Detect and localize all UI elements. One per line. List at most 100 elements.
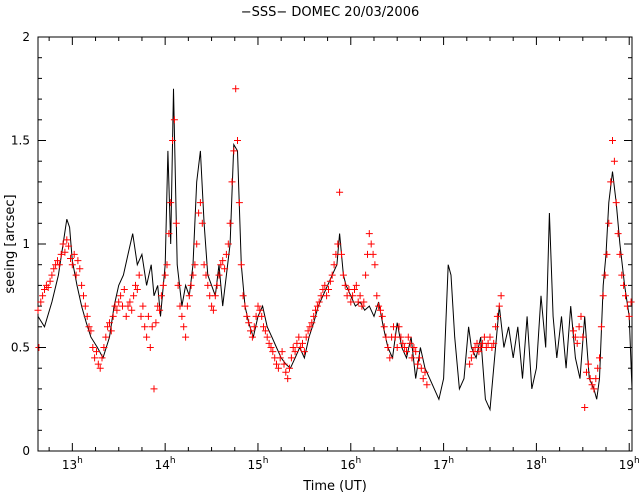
seeing-point (85, 323, 93, 331)
seeing-point (248, 333, 256, 341)
seeing-point (139, 302, 147, 310)
seeing-point (278, 348, 286, 356)
seeing-point (219, 257, 227, 265)
seeing-point (55, 261, 63, 269)
seeing-point (187, 281, 195, 289)
seeing-point (341, 281, 349, 289)
seeing-point (241, 302, 249, 310)
seeing-point (497, 292, 505, 300)
seeing-point (163, 261, 171, 269)
seeing-point (373, 292, 381, 300)
seeing-point (365, 230, 373, 238)
seeing-point (41, 286, 48, 293)
seeing-point (245, 319, 253, 327)
seeing-point (202, 271, 210, 279)
seeing-point (488, 344, 496, 351)
seeing-line (37, 88, 633, 412)
x-tick-label-base: 16 (340, 458, 355, 472)
seeing-point (81, 302, 89, 310)
seeing-point (265, 339, 273, 347)
seeing-point (215, 271, 223, 279)
seeing-point (198, 219, 206, 227)
seeing-point (289, 344, 297, 351)
seeing-point (577, 312, 585, 320)
seeing-point (276, 354, 284, 362)
seeing-point (141, 323, 149, 331)
seeing-point (495, 302, 503, 310)
seeing-point (620, 281, 628, 289)
seeing-point (107, 327, 115, 335)
seeing-point (386, 354, 394, 362)
seeing-point (193, 240, 201, 248)
seeing-point (291, 348, 299, 356)
seeing-point (609, 137, 616, 144)
seeing-point (111, 302, 119, 310)
seeing-point (260, 323, 267, 331)
seeing-point (408, 354, 416, 362)
seeing-point (209, 306, 217, 314)
seeing-point (330, 261, 338, 269)
seeing-point (584, 360, 592, 368)
seeing-point (172, 219, 180, 227)
seeing-point (154, 302, 162, 310)
seeing-point (258, 312, 266, 320)
seeing-point (143, 333, 151, 341)
seeing-point (406, 339, 414, 347)
seeing-point (315, 298, 323, 306)
seeing-point (304, 327, 312, 335)
seeing-point (211, 292, 219, 300)
seeing-point (616, 250, 624, 258)
seeing-point (273, 360, 280, 368)
seeing-line-series (37, 88, 633, 412)
seeing-point (597, 323, 605, 331)
seeing-point (174, 281, 182, 289)
seeing-point (54, 257, 61, 265)
seeing-point (605, 219, 613, 227)
seeing-point (78, 281, 86, 289)
seeing-point (182, 333, 190, 341)
seeing-point (235, 199, 243, 207)
seeing-point (299, 339, 306, 347)
seeing-point (377, 306, 384, 314)
seeing-point (397, 333, 405, 341)
x-tick-label: 17h (433, 456, 454, 472)
seeing-point (120, 286, 128, 293)
seeing-point (226, 219, 234, 227)
seeing-point (144, 312, 152, 320)
seeing-point (44, 284, 52, 291)
seeing-point (196, 199, 204, 207)
seeing-point (232, 85, 240, 93)
seeing-point (91, 354, 99, 362)
x-tick-label-base: 17 (433, 458, 448, 472)
seeing-point (208, 302, 216, 310)
seeing-point (48, 271, 56, 279)
chart-title: −SSS− DOMEC 20/03/2006 (241, 5, 419, 20)
seeing-point (67, 255, 74, 262)
seeing-point (410, 344, 418, 351)
seeing-point (347, 298, 355, 306)
seeing-point (369, 250, 377, 258)
seeing-point (191, 261, 199, 269)
seeing-point (399, 339, 407, 347)
seeing-point (152, 319, 160, 327)
seeing-point (61, 248, 69, 256)
seeing-point (308, 319, 316, 327)
seeing-point (204, 281, 212, 289)
seeing-point (228, 178, 236, 186)
seeing-point (132, 281, 139, 289)
x-tick-label-base: 13 (62, 458, 77, 472)
seeing-point (612, 199, 620, 207)
seeing-point (104, 323, 112, 331)
seeing-point (300, 348, 308, 356)
y-tick-label: 2 (22, 30, 30, 44)
seeing-point (247, 327, 254, 335)
seeing-point (607, 178, 615, 186)
seeing-point (310, 312, 318, 320)
x-tick-label: 16h (340, 456, 361, 472)
seeing-point (113, 306, 121, 314)
seeing-point (250, 323, 258, 331)
seeing-point (627, 298, 635, 306)
seeing-point (74, 257, 82, 265)
seeing-point (338, 250, 345, 258)
seeing-point (167, 199, 175, 207)
